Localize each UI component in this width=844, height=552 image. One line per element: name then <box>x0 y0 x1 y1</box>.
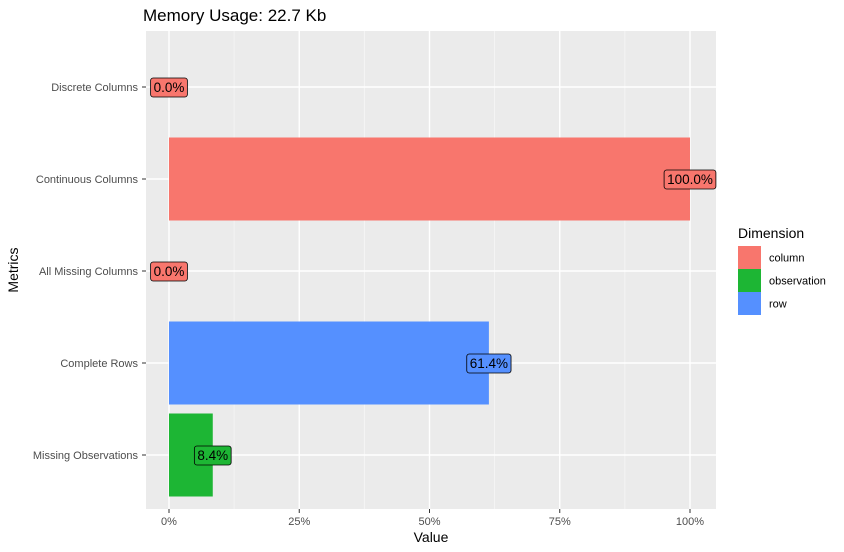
bar-label-text: 8.4% <box>197 448 228 463</box>
bar-labels-layer: 0.0% 100.0% 0.0% 61.4% 8.4% <box>150 77 717 466</box>
bar-label: 61.4% <box>466 353 512 374</box>
legend: Dimension column observation row <box>738 225 826 315</box>
y-tick-label: Complete Rows <box>60 358 138 370</box>
legend-item: row <box>738 292 787 315</box>
legend-label: column <box>769 253 804 265</box>
legend-title: Dimension <box>738 225 804 241</box>
bar-label-box <box>466 353 512 374</box>
x-axis-title: Value <box>414 529 449 545</box>
legend-swatch <box>738 292 761 315</box>
bar-label: 100.0% <box>663 169 717 190</box>
bar-label-box <box>663 169 717 190</box>
legend-label: row <box>769 299 787 311</box>
bars-layer <box>169 137 690 497</box>
y-axis-title: Metrics <box>5 247 21 292</box>
bar-label-text: 100.0% <box>667 172 713 187</box>
x-tick-label: 100% <box>676 516 704 528</box>
legend-label: observation <box>769 276 826 288</box>
y-tick-label: Missing Observations <box>33 450 139 462</box>
bar-label-text: 0.0% <box>154 264 185 279</box>
legend-item: column <box>738 246 804 269</box>
x-tick-label: 50% <box>418 516 440 528</box>
bar-label-box <box>193 445 232 466</box>
bar <box>169 321 489 405</box>
bar-label-box <box>150 261 188 282</box>
x-axis: 0% 25% 50% 75% 100% <box>161 509 704 528</box>
chart-title: Memory Usage: 22.7 Kb <box>143 6 326 25</box>
x-tick-label: 25% <box>288 516 310 528</box>
bar-label-box <box>150 77 188 98</box>
minor-gridlines <box>233 31 626 509</box>
y-tick-label: Discrete Columns <box>51 82 138 94</box>
bar-label-text: 0.0% <box>154 80 185 95</box>
bar <box>169 137 690 221</box>
y-axis: Discrete Columns Continuous Columns All Mi… <box>33 82 146 462</box>
bar-label: 0.0% <box>150 261 188 282</box>
y-tick-label: Continuous Columns <box>36 174 139 186</box>
legend-swatch <box>738 246 761 269</box>
y-tick-label: All Missing Columns <box>39 266 139 278</box>
legend-item: observation <box>738 269 826 292</box>
legend-items: column observation row <box>738 246 826 315</box>
x-tick-label: 0% <box>161 516 177 528</box>
bar-label-text: 61.4% <box>470 356 508 371</box>
plot-panel <box>146 31 716 509</box>
bar-label: 0.0% <box>150 77 188 98</box>
x-tick-label: 75% <box>549 516 571 528</box>
bar-label: 8.4% <box>193 445 232 466</box>
legend-swatch <box>738 269 761 292</box>
